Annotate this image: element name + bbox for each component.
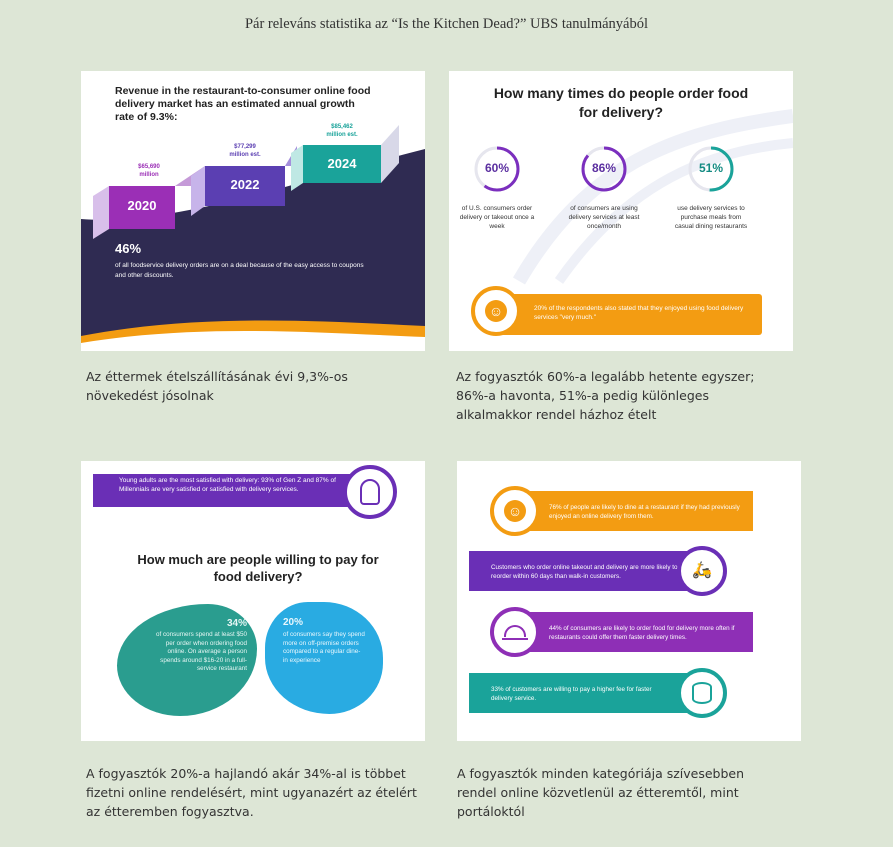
tray-line xyxy=(502,638,528,640)
step-2024-year: 2024 xyxy=(327,156,357,171)
ring-text: of consumers are using delivery services… xyxy=(568,205,640,230)
pay-heading: How much are people willing to pay for f… xyxy=(137,552,379,584)
step-unit: million est. xyxy=(326,132,358,138)
loyalty-row-2 xyxy=(469,551,717,591)
step-2022-amount: $77,299 million est. xyxy=(221,143,269,159)
caption-willing-to-pay: A fogyasztók 20%-a hajlandó akár 34%-al … xyxy=(86,766,417,819)
ring-text: of U.S. consumers order delivery or take… xyxy=(459,205,535,230)
decorative-swoosh xyxy=(512,109,793,285)
satisfied-banner xyxy=(93,474,378,507)
cloche-badge xyxy=(490,607,540,657)
stat-text: of all foodservice delivery orders are o… xyxy=(115,262,364,279)
smiley-badge: ☺ xyxy=(490,486,540,536)
stat-value: 46% xyxy=(115,241,142,256)
satisfied-banner-text: Young adults are the most satisfied with… xyxy=(119,477,336,493)
ring-stat-86: 86% of consumers are using delivery serv… xyxy=(566,143,642,231)
ring-value: 51% xyxy=(698,161,724,175)
step-amount: $85,462 xyxy=(331,124,353,130)
frequency-heading: How many times do people order food for … xyxy=(493,85,749,120)
infographic-willing-to-pay: Young adults are the most satisfied with… xyxy=(81,461,425,741)
loyalty-row-4 xyxy=(469,673,717,713)
ring-value: 86% xyxy=(591,161,617,175)
ring-text: use delivery services to purchase meals … xyxy=(674,205,748,230)
enjoy-banner-text: 20% of the respondents also stated that … xyxy=(534,305,744,321)
revenue-steps-graphic xyxy=(81,125,425,351)
smiley-icon: ☺ xyxy=(485,300,507,322)
ring-fill xyxy=(474,146,520,192)
step-2022-year: 2022 xyxy=(230,177,260,192)
loyalty-row-3-text: 44% of consumers are likely to order foo… xyxy=(549,625,735,641)
step-2020-amount: $65,690 million xyxy=(125,163,173,179)
progress-ring xyxy=(474,146,520,192)
loyalty-row-2-text: Customers who order online takeout and d… xyxy=(491,564,678,580)
infographic-order-frequency: How many times do people order food for … xyxy=(449,71,793,351)
step-2020-year: 2020 xyxy=(127,198,157,213)
caption-order-frequency: Az fogyasztók 60%-a legalább hetente egy… xyxy=(456,369,755,422)
step-unit: million xyxy=(139,172,159,178)
progress-ring xyxy=(581,146,627,192)
loyalty-row-1-text: 76% of people are likely to dine at a re… xyxy=(549,504,740,520)
step-2024-amount: $85,462 million est. xyxy=(317,123,367,139)
person-icon xyxy=(360,479,380,505)
left-text: of consumers spend at least $50 per orde… xyxy=(155,631,247,672)
step-unit: million est. xyxy=(229,152,261,158)
ring-stat-51: 51% use delivery services to purchase me… xyxy=(673,143,749,231)
scooter-badge: 🛵 xyxy=(677,546,727,596)
left-value: 34% xyxy=(226,618,247,629)
caption-revenue: Az éttermek ételszállításának évi 9,3%-o… xyxy=(86,369,348,403)
smiley-badge: ☺ xyxy=(471,286,521,336)
infographic-revenue: Revenue in the restaurant-to-consumer on… xyxy=(81,71,425,351)
step-amount: $77,299 xyxy=(234,144,256,150)
coins-badge xyxy=(677,668,727,718)
smiley-icon: ☺ xyxy=(504,500,526,522)
right-value: 20% xyxy=(283,617,304,628)
loyalty-row-4-text: 33% of customers are willing to pay a hi… xyxy=(491,686,652,702)
loyalty-row-3 xyxy=(513,612,753,652)
page-title: Pár releváns statistika az “Is the Kitch… xyxy=(244,16,649,32)
right-text: of consumers say they spend more on off-… xyxy=(283,631,365,664)
ring-value: 60% xyxy=(484,161,510,175)
cloche-icon xyxy=(504,625,526,637)
progress-ring xyxy=(688,146,734,192)
infographic-restaurant-loyalty: ☺ 76% of people are likely to dine at a … xyxy=(457,461,801,741)
enjoy-banner xyxy=(497,294,762,335)
right-blob xyxy=(265,602,383,714)
ring-fill xyxy=(581,146,627,192)
person-badge xyxy=(343,465,397,519)
step-amount: $65,690 xyxy=(138,164,160,170)
caption-restaurant-loyalty: A fogyasztók minden kategóriája szíveseb… xyxy=(457,766,745,819)
ring-stat-60: 60% of U.S. consumers order delivery or … xyxy=(459,143,535,231)
loyalty-row-1 xyxy=(513,491,753,531)
revenue-heading: Revenue in the restaurant-to-consumer on… xyxy=(115,85,371,123)
coins-icon xyxy=(692,682,712,704)
ring-fill xyxy=(688,146,734,192)
scooter-icon: 🛵 xyxy=(692,562,712,579)
